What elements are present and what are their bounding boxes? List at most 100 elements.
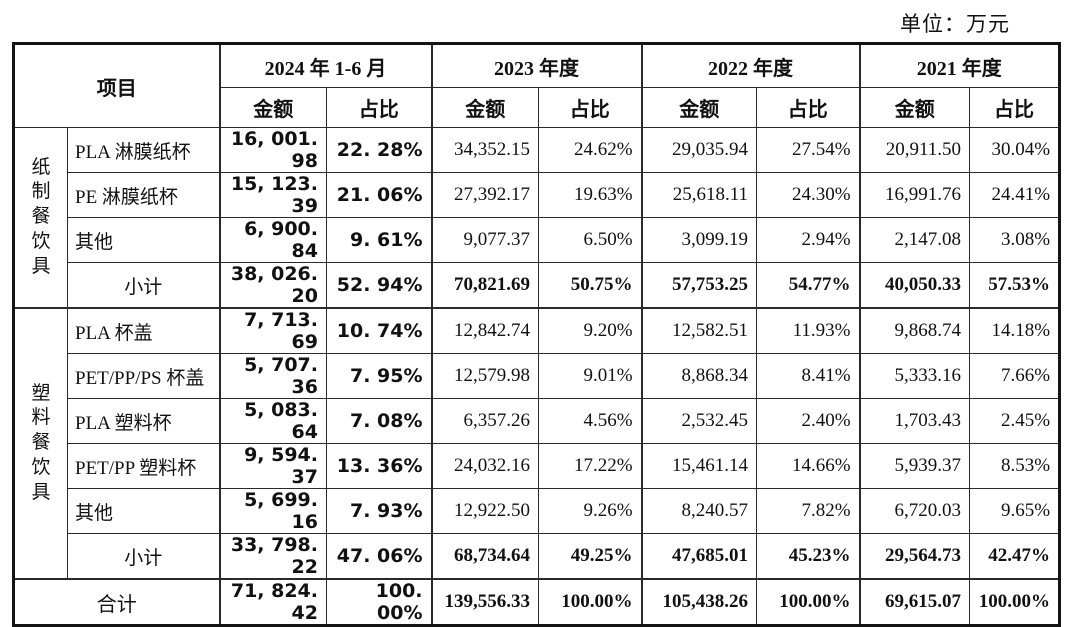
group-label-paper: 纸制餐饮具 <box>13 127 68 309</box>
header-row-periods: 项目 2024 年 1-6 月 2023 年度 2022 年度 2021 年度 <box>13 43 1061 128</box>
amount-cell: 5, 707. 36 <box>218 353 327 399</box>
item-label: 其他 <box>67 217 220 263</box>
ratio-cell: 2.94% <box>756 217 861 263</box>
ratio-cell: 27.54% <box>756 127 861 173</box>
ratio-cell: 50.75% <box>538 262 643 309</box>
amount-cell: 29,564.73 <box>858 533 971 580</box>
subtotal-label: 小计 <box>67 533 220 580</box>
amount-cell: 15, 123. 39 <box>218 172 327 218</box>
ratio-cell: 54.77% <box>756 262 861 309</box>
item-label: PE 淋膜纸杯 <box>67 172 220 218</box>
amount-cell: 38, 026. 20 <box>218 262 327 309</box>
table-row: PE 淋膜纸杯 15, 123. 39 21. 06% 27,392.17 19… <box>14 172 1061 218</box>
table-row: 塑料餐饮具 PLA 杯盖 7, 713. 69 10. 74% 12,842.7… <box>13 307 1061 580</box>
ratio-cell: 7. 95% <box>325 353 433 399</box>
period-header-2024: 2024 年 1-6 月 <box>218 43 433 88</box>
amount-cell: 9,868.74 <box>858 307 971 354</box>
subtotal-row: 小计 33, 798. 22 47. 06% 68,734.64 49.25% … <box>14 533 1061 580</box>
ratio-cell: 2.45% <box>969 398 1061 444</box>
amount-cell: 12,842.74 <box>430 307 540 354</box>
ratio-cell: 3.08% <box>969 217 1061 263</box>
amount-cell: 33, 798. 22 <box>218 533 327 580</box>
table-row: PET/PP 塑料杯 9, 594. 37 13. 36% 24,032.16 … <box>14 443 1061 489</box>
ratio-cell: 14.18% <box>969 307 1061 354</box>
amount-cell: 34,352.15 <box>430 127 540 173</box>
amount-cell: 12,579.98 <box>430 353 540 399</box>
ratio-header: 占比 <box>756 87 861 128</box>
ratio-cell: 19.63% <box>538 172 643 218</box>
amount-header: 金额 <box>640 87 758 128</box>
amount-cell: 25,618.11 <box>640 172 758 218</box>
ratio-cell: 9. 61% <box>325 217 433 263</box>
amount-header: 金额 <box>858 87 971 128</box>
total-row: 合计 71, 824. 42 100. 00% 139,556.33 100.0… <box>13 578 1061 626</box>
ratio-cell: 9.01% <box>538 353 643 399</box>
amount-cell: 6,720.03 <box>858 488 971 534</box>
ratio-cell: 100. 00% <box>325 578 433 626</box>
subtotal-row: 小计 38, 026. 20 52. 94% 70,821.69 50.75% … <box>14 262 1061 309</box>
unit-note: 单位：万元 <box>900 12 1010 36</box>
ratio-cell: 9.65% <box>969 488 1061 534</box>
ratio-cell: 45.23% <box>756 533 861 580</box>
ratio-cell: 100.00% <box>969 578 1061 626</box>
ratio-cell: 17.22% <box>538 443 643 489</box>
table-row: PLA 塑料杯 5, 083. 64 7. 08% 6,357.26 4.56%… <box>14 398 1061 444</box>
amount-cell: 15,461.14 <box>640 443 758 489</box>
amount-cell: 24,032.16 <box>430 443 540 489</box>
ratio-cell: 7. 08% <box>325 398 433 444</box>
amount-cell: 8,240.57 <box>640 488 758 534</box>
amount-header: 金额 <box>430 87 540 128</box>
amount-cell: 139,556.33 <box>430 578 540 626</box>
amount-cell: 70,821.69 <box>430 262 540 309</box>
ratio-cell: 10. 74% <box>325 307 433 354</box>
ratio-cell: 7. 93% <box>325 488 433 534</box>
table-row: PET/PP/PS 杯盖 5, 707. 36 7. 95% 12,579.98… <box>14 353 1061 399</box>
amount-header: 金额 <box>218 87 327 128</box>
ratio-cell: 100.00% <box>538 578 643 626</box>
table-row: 纸制餐饮具 PLA 淋膜纸杯 16, 001. 98 22. 28% 34,35… <box>13 127 1061 309</box>
amount-cell: 40,050.33 <box>858 262 971 309</box>
amount-cell: 29,035.94 <box>640 127 758 173</box>
item-label: PLA 塑料杯 <box>67 398 220 444</box>
subtotal-label: 小计 <box>67 262 220 309</box>
amount-cell: 2,147.08 <box>858 217 971 263</box>
amount-cell: 3,099.19 <box>640 217 758 263</box>
amount-cell: 6, 900. 84 <box>218 217 327 263</box>
item-label: PLA 杯盖 <box>67 307 220 354</box>
amount-cell: 5,333.16 <box>858 353 971 399</box>
ratio-cell: 100.00% <box>756 578 861 626</box>
ratio-cell: 30.04% <box>969 127 1061 173</box>
amount-cell: 2,532.45 <box>640 398 758 444</box>
ratio-cell: 49.25% <box>538 533 643 580</box>
ratio-cell: 57.53% <box>969 262 1061 309</box>
table-row: 其他 6, 900. 84 9. 61% 9,077.37 6.50% 3,09… <box>14 217 1061 263</box>
amount-cell: 9, 594. 37 <box>218 443 327 489</box>
ratio-header: 占比 <box>538 87 643 128</box>
amount-cell: 12,922.50 <box>430 488 540 534</box>
amount-cell: 47,685.01 <box>640 533 758 580</box>
amount-cell: 1,703.43 <box>858 398 971 444</box>
ratio-cell: 14.66% <box>756 443 861 489</box>
amount-cell: 6,357.26 <box>430 398 540 444</box>
amount-cell: 5,939.37 <box>858 443 971 489</box>
ratio-cell: 7.82% <box>756 488 861 534</box>
ratio-cell: 47. 06% <box>325 533 433 580</box>
ratio-cell: 8.53% <box>969 443 1061 489</box>
amount-cell: 57,753.25 <box>640 262 758 309</box>
ratio-cell: 24.30% <box>756 172 861 218</box>
ratio-cell: 24.62% <box>538 127 643 173</box>
amount-cell: 71, 824. 42 <box>218 578 327 626</box>
ratio-cell: 11.93% <box>756 307 861 354</box>
period-header-2022: 2022 年度 <box>640 43 861 88</box>
amount-cell: 9,077.37 <box>430 217 540 263</box>
item-label: PET/PP/PS 杯盖 <box>67 353 220 399</box>
amount-cell: 27,392.17 <box>430 172 540 218</box>
ratio-cell: 22. 28% <box>325 127 433 173</box>
amount-cell: 8,868.34 <box>640 353 758 399</box>
amount-cell: 16,991.76 <box>858 172 971 218</box>
period-header-2021: 2021 年度 <box>858 43 1061 88</box>
ratio-cell: 8.41% <box>756 353 861 399</box>
revenue-breakdown-table: 项目 2024 年 1-6 月 2023 年度 2022 年度 2021 年度 … <box>12 42 1062 627</box>
ratio-header: 占比 <box>325 87 433 128</box>
amount-cell: 69,615.07 <box>858 578 971 626</box>
